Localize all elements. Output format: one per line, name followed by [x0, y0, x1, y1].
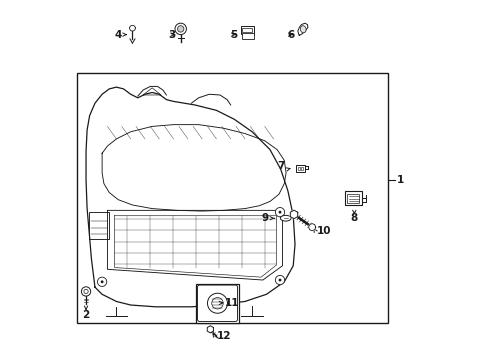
Text: 6: 6	[287, 30, 294, 40]
Circle shape	[279, 279, 281, 282]
Ellipse shape	[280, 215, 291, 221]
Bar	[345, 191, 362, 205]
Bar	[196, 284, 239, 323]
Text: 10: 10	[317, 226, 331, 237]
Polygon shape	[290, 210, 298, 219]
Text: 4: 4	[114, 30, 122, 40]
Bar	[301, 167, 303, 170]
Bar	[296, 165, 305, 172]
Text: 7: 7	[277, 161, 284, 171]
Text: 12: 12	[217, 331, 231, 341]
Bar	[297, 167, 300, 170]
Text: 5: 5	[230, 30, 237, 40]
Circle shape	[81, 287, 91, 296]
Circle shape	[177, 26, 184, 32]
Text: 2: 2	[82, 310, 90, 320]
Ellipse shape	[300, 26, 306, 33]
Text: 9: 9	[262, 213, 269, 223]
Circle shape	[100, 280, 103, 283]
Circle shape	[98, 277, 107, 287]
Circle shape	[275, 275, 285, 285]
Circle shape	[275, 207, 285, 217]
Bar	[77, 73, 388, 323]
Polygon shape	[309, 224, 316, 231]
Text: 8: 8	[350, 213, 358, 223]
Bar	[241, 26, 254, 33]
Polygon shape	[207, 326, 214, 333]
Circle shape	[130, 25, 135, 31]
Text: 1: 1	[397, 175, 404, 185]
Bar	[243, 28, 252, 32]
Text: 3: 3	[169, 30, 176, 40]
Bar	[89, 212, 109, 239]
Text: 11: 11	[224, 298, 239, 308]
Bar	[242, 33, 254, 39]
Circle shape	[175, 23, 186, 35]
Circle shape	[279, 211, 281, 213]
Bar	[347, 194, 359, 203]
